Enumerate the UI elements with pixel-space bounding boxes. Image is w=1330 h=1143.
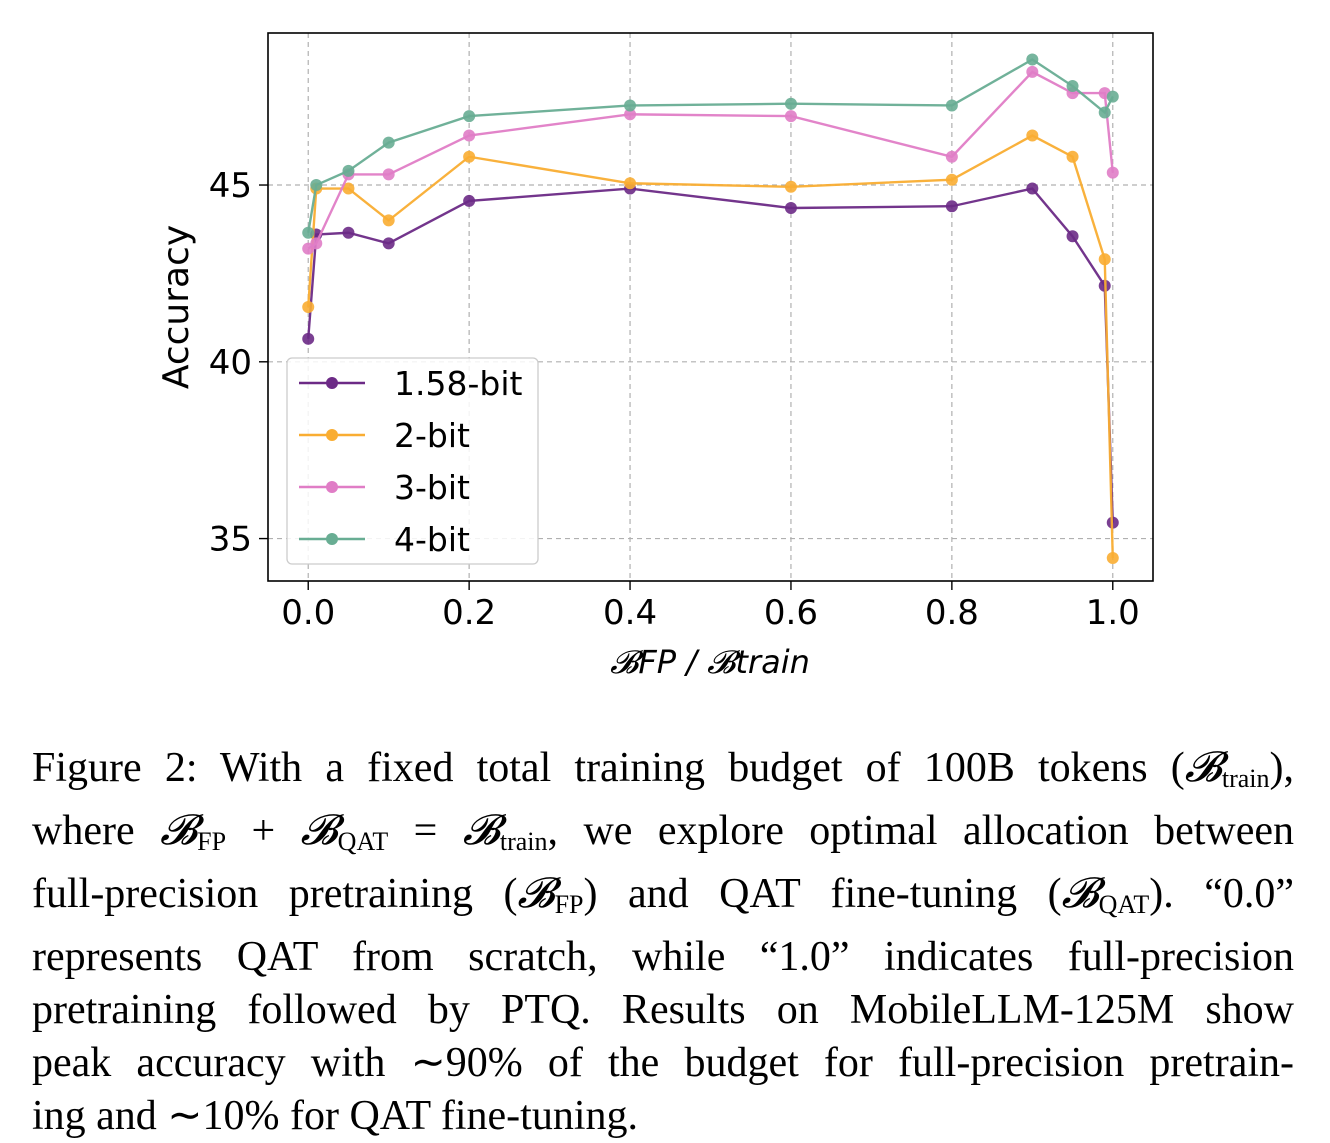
data-point	[310, 237, 323, 250]
data-point	[1026, 65, 1039, 78]
caption-text: where	[32, 808, 161, 854]
data-point	[463, 194, 476, 207]
budget-symbol: 𝓑	[160, 808, 198, 854]
subscript-train: train	[499, 827, 548, 856]
x-tick-label: 0.6	[764, 593, 818, 633]
data-point	[945, 173, 958, 186]
plot-frame	[267, 32, 1154, 582]
subscript-qat: QAT	[1098, 890, 1150, 919]
legend-marker	[326, 377, 338, 389]
data-point	[624, 108, 637, 121]
caption-line-7: ing and ∼10% for QAT fine-tuning.	[32, 1093, 638, 1139]
caption-line-5: pretraining followed by PTQ. Results on …	[32, 987, 1294, 1033]
data-point	[310, 179, 323, 192]
data-point	[1098, 106, 1111, 119]
data-point	[1106, 166, 1119, 179]
data-point	[784, 202, 797, 215]
data-point	[945, 99, 958, 112]
data-point	[1026, 182, 1039, 195]
budget-symbol: 𝓑	[517, 871, 555, 917]
legend-label: 4-bit	[394, 520, 470, 559]
subscript-qat: QAT	[337, 827, 389, 856]
data-point	[945, 150, 958, 163]
legend-marker	[326, 533, 338, 545]
legend-label: 1.58-bit	[394, 364, 523, 403]
legend: 1.58-bit 2-bit 3-bit 4-bit	[286, 357, 539, 565]
caption-line-1: Figure 2: With a fixed total training bu…	[32, 742, 1294, 805]
budget-symbol: 𝓑	[1184, 745, 1222, 791]
data-point	[784, 97, 797, 110]
data-point	[302, 301, 315, 313]
data-point	[1026, 129, 1039, 142]
caption-text: ),	[1269, 745, 1295, 791]
figure-caption: Figure 2: With a fixed total training bu…	[32, 742, 1294, 1143]
series-line	[307, 58, 1114, 233]
data-point	[1098, 253, 1111, 266]
caption-line-3: full-precision pretraining (𝓑FP) and QAT…	[32, 868, 1294, 931]
budget-symbol: 𝓑	[300, 808, 338, 854]
data-point	[784, 110, 797, 123]
budget-symbol: 𝓑	[1061, 871, 1099, 917]
data-point	[624, 177, 637, 190]
data-point	[382, 237, 395, 250]
data-point	[342, 182, 355, 195]
caption-line-6: peak accuracy with ∼90% of the budget fo…	[32, 1040, 1294, 1086]
data-point	[945, 200, 958, 213]
legend-marker	[326, 429, 338, 441]
caption-line-4: represents QAT from scratch, while “1.0”…	[32, 934, 1294, 980]
data-point	[1106, 90, 1119, 103]
axis-ticks: 0.0 0.2 0.4 0.6 0.8 1.0 35 40 45	[209, 166, 1140, 633]
legend-box	[286, 357, 539, 565]
caption-line-2: where 𝓑FP + 𝓑QAT = 𝓑train, we explore op…	[32, 805, 1294, 868]
accuracy-line-chart: 0.0 0.2 0.4 0.6 0.8 1.0 35 40 45 Accuracy 𝓑FP / …	[156, 32, 1154, 681]
legend-marker	[326, 481, 338, 493]
caption-text: ) and QAT fine-tuning (	[583, 871, 1062, 917]
x-axis-label: 𝓑FP / 𝓑train	[610, 643, 810, 681]
data-point	[302, 226, 315, 239]
plus-operator: +	[226, 808, 301, 854]
data-point	[1066, 80, 1079, 93]
data-point	[382, 136, 395, 149]
y-tick-label: 40	[209, 343, 252, 383]
caption-text: Figure 2: With a fixed total training bu…	[32, 745, 1185, 791]
legend-label: 3-bit	[394, 468, 470, 507]
data-point	[784, 180, 797, 193]
x-tick-label: 0.2	[442, 593, 496, 633]
x-tick-label: 1.0	[1086, 593, 1140, 633]
y-axis-label: Accuracy	[156, 225, 197, 389]
equals-operator: =	[388, 808, 463, 854]
data-point	[342, 164, 355, 177]
data-point	[382, 168, 395, 181]
series-lines	[302, 53, 1119, 565]
data-point	[1106, 552, 1119, 565]
data-point	[1066, 150, 1079, 163]
y-tick-label: 45	[209, 166, 252, 206]
data-point	[342, 226, 355, 239]
caption-text: ). “0.0”	[1149, 871, 1295, 917]
data-point	[463, 110, 476, 123]
data-point	[382, 214, 395, 227]
subscript-train: train	[1221, 764, 1270, 793]
data-point	[1066, 230, 1079, 243]
budget-symbol: 𝓑	[462, 808, 500, 854]
caption-text: , we explore optimal allocation between	[547, 808, 1295, 854]
x-tick-label: 0.0	[281, 593, 335, 633]
subscript-fp: FP	[197, 827, 227, 856]
legend-label: 2-bit	[394, 416, 470, 455]
subscript-fp: FP	[554, 890, 584, 919]
data-point	[463, 129, 476, 142]
data-point	[302, 332, 315, 345]
data-point	[463, 150, 476, 163]
y-tick-label: 35	[209, 520, 252, 560]
data-point	[624, 99, 637, 112]
x-tick-label: 0.4	[603, 593, 657, 633]
x-tick-label: 0.8	[925, 593, 979, 633]
data-point	[1026, 53, 1039, 66]
caption-text: full-precision pretraining (	[32, 871, 518, 917]
